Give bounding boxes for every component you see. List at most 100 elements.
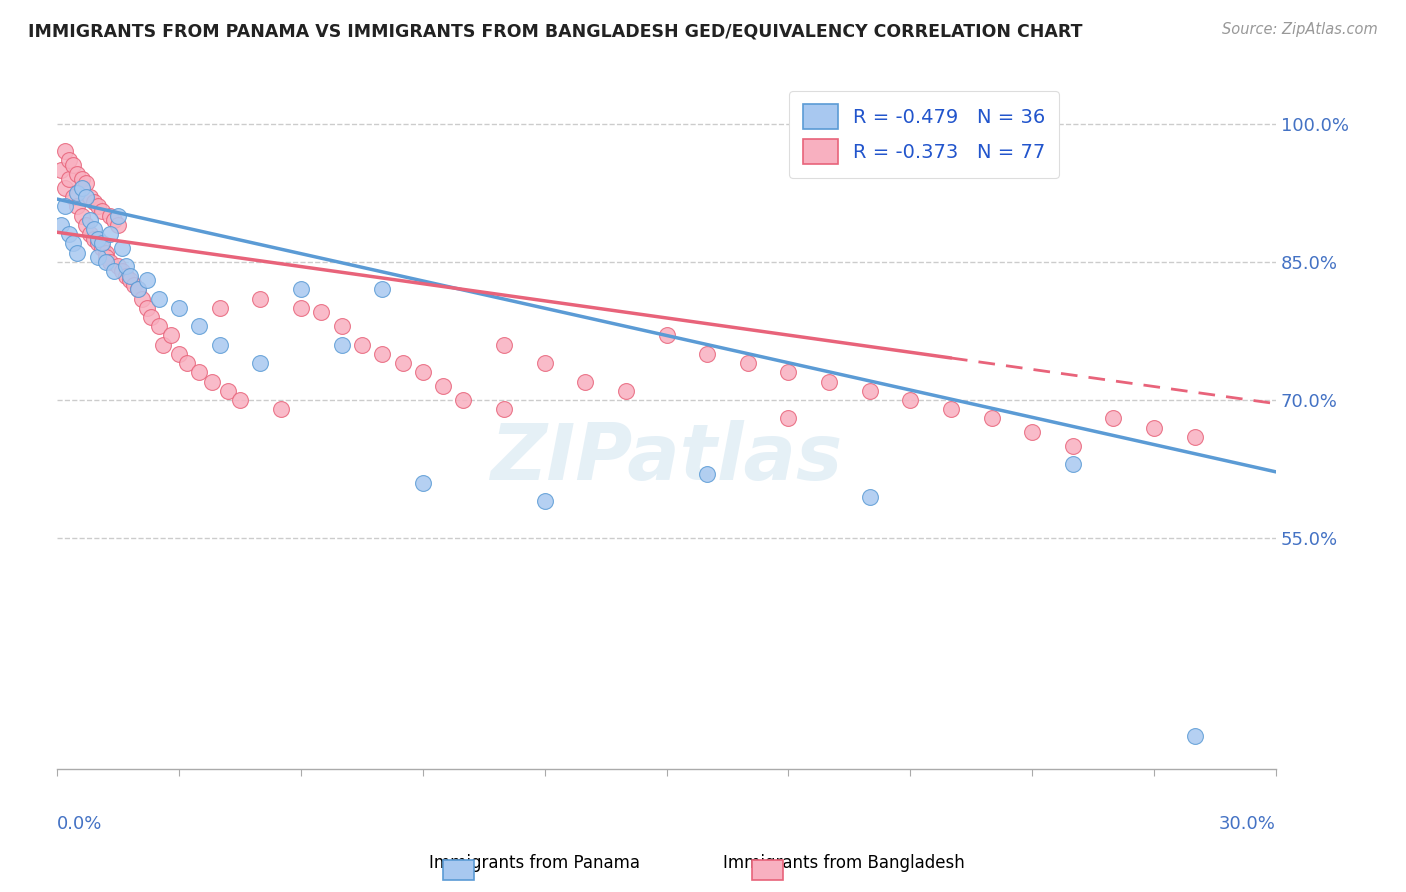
Point (94, 245, 117, 260)
Point (103, 264, 125, 278)
Point (51, 162, 73, 177)
Point (70, 181, 93, 195)
Point (494, 402, 516, 417)
Point (79, 227, 101, 241)
Point (176, 356, 198, 370)
Point (127, 282, 149, 296)
Point (229, 392, 252, 407)
Point (111, 264, 134, 278)
Point (87, 199, 110, 213)
Point (614, 384, 637, 398)
Point (148, 319, 170, 334)
Point (135, 273, 157, 287)
Legend: R = -0.479   N = 36, R = -0.373   N = 77: R = -0.479 N = 36, R = -0.373 N = 77 (789, 91, 1059, 178)
Point (574, 375, 596, 389)
Point (75, 218, 97, 232)
Point (371, 282, 394, 296)
Point (111, 241, 134, 255)
Text: ZIPatlas: ZIPatlas (491, 419, 842, 496)
Point (188, 319, 211, 334)
Point (58, 171, 80, 186)
Point (859, 490, 882, 504)
Point (696, 467, 718, 481)
Point (859, 384, 882, 398)
Point (1184, 430, 1206, 444)
Point (350, 337, 373, 351)
Point (696, 347, 718, 361)
Point (62, 190, 84, 204)
Point (309, 305, 332, 319)
Point (391, 356, 413, 370)
Point (778, 411, 800, 425)
Point (1143, 420, 1166, 434)
Point (980, 411, 1002, 425)
Point (152, 337, 174, 351)
Point (115, 260, 138, 274)
Point (90, 236, 112, 251)
Point (494, 337, 516, 351)
Point (371, 347, 394, 361)
Point (87, 250, 110, 264)
Point (148, 292, 170, 306)
Point (533, 494, 555, 508)
Point (290, 282, 312, 296)
Point (75, 190, 97, 204)
Point (98, 209, 121, 223)
Point (737, 356, 759, 370)
Point (53, 199, 76, 213)
Point (1062, 458, 1084, 472)
Point (330, 319, 353, 334)
Text: Immigrants from Panama: Immigrants from Panama (429, 855, 640, 872)
Point (217, 384, 239, 398)
Point (70, 209, 93, 223)
Point (107, 218, 129, 232)
Point (818, 375, 841, 389)
Point (270, 402, 292, 417)
Point (139, 310, 162, 324)
Point (188, 365, 211, 379)
Point (66, 199, 89, 213)
Point (58, 227, 80, 241)
Point (94, 250, 117, 264)
Point (120, 268, 142, 283)
Point (1062, 439, 1084, 453)
Point (90, 204, 112, 219)
Point (655, 328, 678, 343)
Point (70, 171, 93, 186)
Point (167, 301, 190, 315)
Point (127, 282, 149, 296)
Point (412, 365, 434, 379)
Point (115, 268, 138, 283)
Point (939, 402, 962, 417)
Point (107, 209, 129, 223)
Point (103, 213, 125, 227)
Text: 0.0%: 0.0% (58, 814, 103, 833)
Point (208, 301, 231, 315)
Point (79, 213, 101, 227)
Point (53, 181, 76, 195)
Point (79, 190, 101, 204)
Point (249, 356, 271, 370)
Point (160, 328, 183, 343)
Point (58, 153, 80, 168)
Point (66, 186, 89, 200)
Point (83, 194, 105, 209)
Point (90, 241, 112, 255)
Point (1102, 411, 1125, 425)
Point (778, 365, 800, 379)
Point (98, 254, 121, 268)
Point (167, 347, 190, 361)
Point (135, 301, 157, 315)
Point (120, 273, 142, 287)
Point (51, 218, 73, 232)
Point (249, 292, 271, 306)
Point (131, 292, 153, 306)
Point (75, 177, 97, 191)
Point (66, 167, 89, 181)
Point (432, 379, 454, 393)
Point (83, 232, 105, 246)
Point (66, 245, 89, 260)
Point (83, 222, 105, 236)
Point (107, 260, 129, 274)
Text: IMMIGRANTS FROM PANAMA VS IMMIGRANTS FROM BANGLADESH GED/EQUIVALENCY CORRELATION: IMMIGRANTS FROM PANAMA VS IMMIGRANTS FRO… (28, 22, 1083, 40)
